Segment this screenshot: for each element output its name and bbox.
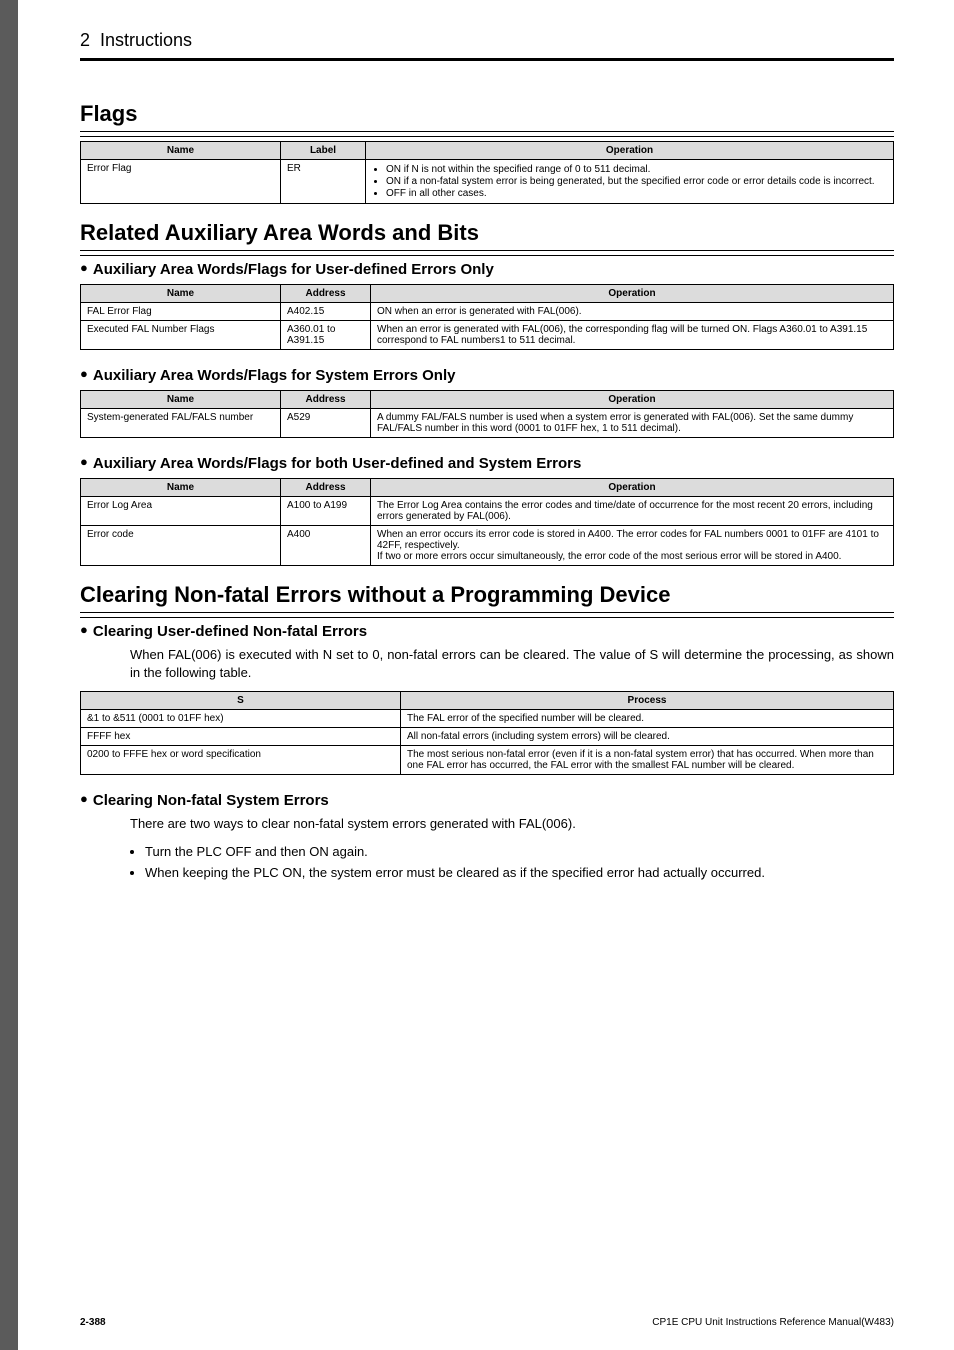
table-cell: ON when an error is generated with FAL(0…: [371, 303, 894, 321]
column-header: Name: [81, 142, 281, 160]
heading-divider: [80, 612, 894, 618]
bullet-icon: ●: [80, 791, 88, 806]
section-heading: Flags: [80, 101, 894, 127]
table-cell: The Error Log Area contains the error co…: [371, 497, 894, 526]
column-header: S: [81, 692, 401, 710]
body-paragraph: When FAL(006) is executed with N set to …: [130, 646, 894, 681]
header-divider: [80, 58, 894, 61]
column-header: Address: [281, 285, 371, 303]
subsection-heading: ● Auxiliary Area Words/Flags for System E…: [80, 366, 894, 384]
data-table: NameLabelOperation Error FlagER ON if N is…: [80, 141, 894, 204]
table-cell: ON if N is not within the specified rang…: [366, 160, 894, 204]
list-item: ON if N is not within the specified rang…: [386, 164, 887, 175]
column-header: Process: [401, 692, 894, 710]
column-header: Name: [81, 479, 281, 497]
list-item: Turn the PLC OFF and then ON again.: [145, 843, 894, 861]
subsection-title: Clearing User-defined Non-fatal Errors: [93, 623, 367, 640]
table-cell: FFFF hex: [81, 728, 401, 746]
page-header: 2 Instructions: [80, 30, 894, 56]
header-chapter: 2: [80, 30, 90, 51]
content-area: FlagsNameLabelOperationError FlagERON if…: [80, 101, 894, 882]
section-heading: Clearing Non-fatal Errors without a Prog…: [80, 582, 894, 608]
header-title: Instructions: [100, 30, 192, 51]
data-table: NameAddressOperationFAL Error FlagA402.1…: [80, 284, 894, 350]
table-cell: The FAL error of the specified number wi…: [401, 710, 894, 728]
data-table: NameAddressOperationSystem-generated FAL…: [80, 390, 894, 438]
section-heading: Related Auxiliary Area Words and Bits: [80, 220, 894, 246]
bullet-icon: ●: [80, 260, 88, 275]
subsection-heading: ● Auxiliary Area Words/Flags for both Use…: [80, 454, 894, 472]
table-row: Executed FAL Number FlagsA360.01 to A391…: [81, 321, 894, 350]
subsection-heading: ● Clearing User-defined Non-fatal Errors: [80, 622, 894, 640]
column-header: Operation: [366, 142, 894, 160]
table-row: FAL Error FlagA402.15ON when an error is…: [81, 303, 894, 321]
data-table: SProcess&1 to &511 (0001 to 01FF hex)The…: [80, 691, 894, 775]
column-header: Operation: [371, 285, 894, 303]
bullet-icon: ●: [80, 454, 88, 469]
manual-ref: CP1E CPU Unit Instructions Reference Man…: [652, 1317, 894, 1328]
subsection-title: Auxiliary Area Words/Flags for User-defi…: [93, 261, 494, 278]
heading-divider: [80, 131, 894, 137]
table-cell: A400: [281, 526, 371, 566]
bullet-icon: ●: [80, 366, 88, 381]
table-row: Error codeA400When an error occurs its e…: [81, 526, 894, 566]
table-row: System-generated FAL/FALS numberA529A du…: [81, 409, 894, 438]
table-cell: &1 to &511 (0001 to 01FF hex): [81, 710, 401, 728]
table-cell: Error Flag: [81, 160, 281, 204]
table-cell: System-generated FAL/FALS number: [81, 409, 281, 438]
column-header: Name: [81, 285, 281, 303]
table-row: FFFF hexAll non-fatal errors (including …: [81, 728, 894, 746]
column-header: Name: [81, 391, 281, 409]
table-row: Error FlagER ON if N is not within the sp…: [81, 160, 894, 204]
list-item: OFF in all other cases.: [386, 188, 887, 199]
body-list: Turn the PLC OFF and then ON again. When …: [145, 843, 894, 882]
column-header: Address: [281, 479, 371, 497]
column-header: Address: [281, 391, 371, 409]
subsection-title: Auxiliary Area Words/Flags for System Er…: [93, 367, 456, 384]
column-header: Operation: [371, 391, 894, 409]
table-cell: All non-fatal errors (including system e…: [401, 728, 894, 746]
body-paragraph: There are two ways to clear non-fatal sy…: [130, 815, 894, 833]
table-cell: The most serious non-fatal error (even i…: [401, 746, 894, 775]
list-item: ON if a non-fatal system error is being …: [386, 176, 887, 187]
page-footer: 2-388 CP1E CPU Unit Instructions Referen…: [80, 1317, 894, 1328]
table-cell: A529: [281, 409, 371, 438]
column-header: Label: [281, 142, 366, 160]
subsection-heading: ● Auxiliary Area Words/Flags for User-def…: [80, 260, 894, 278]
table-cell: Error code: [81, 526, 281, 566]
table-cell: When an error is generated with FAL(006)…: [371, 321, 894, 350]
table-cell: Error Log Area: [81, 497, 281, 526]
subsection-title: Clearing Non-fatal System Errors: [93, 792, 329, 809]
table-row: 0200 to FFFE hex or word specificationTh…: [81, 746, 894, 775]
bullet-icon: ●: [80, 622, 88, 637]
data-table: NameAddressOperationError Log AreaA100 t…: [80, 478, 894, 566]
table-cell: FAL Error Flag: [81, 303, 281, 321]
page-number: 2-388: [80, 1317, 106, 1328]
table-cell: ER: [281, 160, 366, 204]
table-cell: A dummy FAL/FALS number is used when a s…: [371, 409, 894, 438]
column-header: Operation: [371, 479, 894, 497]
side-bar: [0, 0, 18, 1350]
table-cell: 0200 to FFFE hex or word specification: [81, 746, 401, 775]
table-row: &1 to &511 (0001 to 01FF hex)The FAL err…: [81, 710, 894, 728]
heading-divider: [80, 250, 894, 256]
subsection-title: Auxiliary Area Words/Flags for both User…: [93, 455, 581, 472]
table-cell: When an error occurs its error code is s…: [371, 526, 894, 566]
table-cell: A360.01 to A391.15: [281, 321, 371, 350]
list-item: When keeping the PLC ON, the system erro…: [145, 864, 894, 882]
table-cell: Executed FAL Number Flags: [81, 321, 281, 350]
subsection-heading: ● Clearing Non-fatal System Errors: [80, 791, 894, 809]
table-cell: A100 to A199: [281, 497, 371, 526]
table-cell: A402.15: [281, 303, 371, 321]
table-row: Error Log AreaA100 to A199The Error Log …: [81, 497, 894, 526]
